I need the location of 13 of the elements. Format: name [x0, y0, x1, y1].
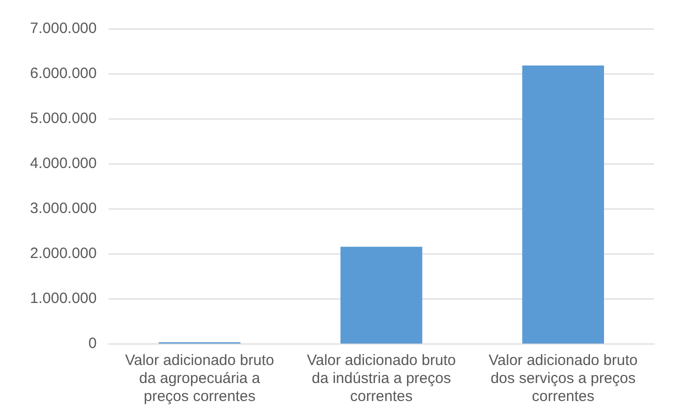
- x-tick-label: Valor adicionado bruto da agropecuária a preços correntes: [125, 352, 274, 406]
- x-tick-label: Valor adicionado bruto dos serviços a preços correntes: [488, 352, 638, 406]
- y-tick-label: 1.000.000: [30, 290, 97, 308]
- y-tick-label: 2.000.000: [30, 245, 97, 262]
- y-tick-label: 5.000.000: [30, 110, 97, 128]
- y-tick-label: 3.000.000: [30, 200, 97, 218]
- y-tick-label: 0: [88, 335, 97, 352]
- y-tick-label: 6.000.000: [30, 65, 97, 82]
- x-tick-label: Valor adicionado bruto da indústria a preços correntes: [306, 352, 456, 406]
- y-tick-label: 4.000.000: [30, 155, 97, 172]
- bar: [522, 65, 604, 344]
- y-tick-label: 7.000.000: [30, 20, 97, 38]
- bar: [340, 246, 422, 344]
